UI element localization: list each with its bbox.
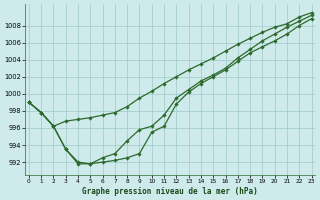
- X-axis label: Graphe pression niveau de la mer (hPa): Graphe pression niveau de la mer (hPa): [82, 187, 258, 196]
